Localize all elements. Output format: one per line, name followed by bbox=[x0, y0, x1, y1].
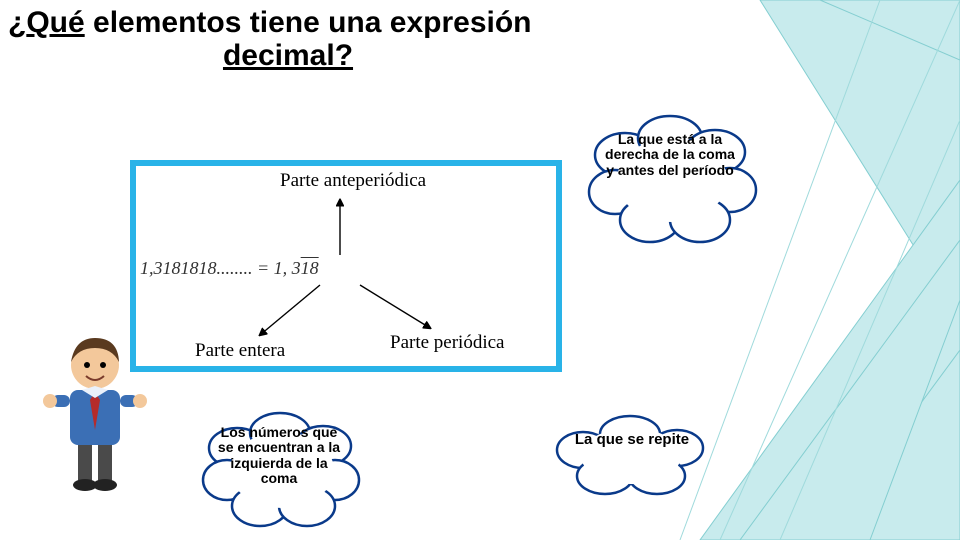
cartoon-boy bbox=[40, 320, 150, 500]
